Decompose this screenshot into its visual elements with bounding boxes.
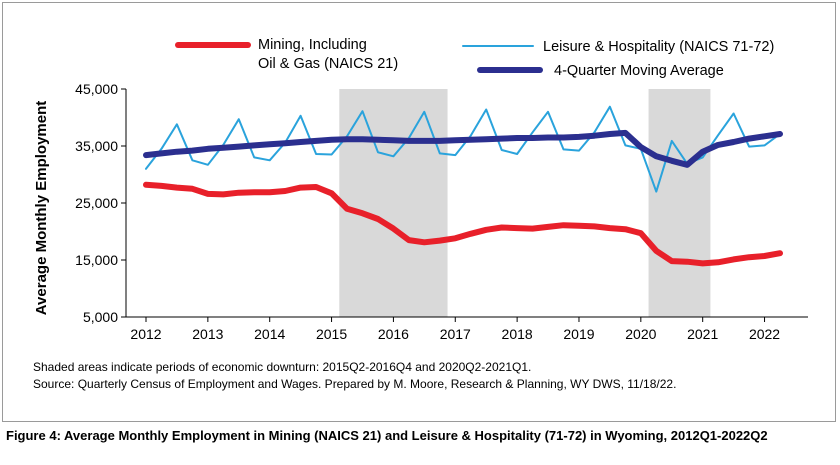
x-tick-label: 2021 bbox=[687, 326, 718, 342]
legend-label-1: Mining, Including bbox=[258, 37, 367, 53]
shading-note: Shaded areas indicate periods of economi… bbox=[33, 360, 532, 374]
series-line-2 bbox=[145, 105, 781, 193]
legend: Mining, Including Oil & Gas (NAICS 21) Lei… bbox=[175, 37, 774, 79]
y-tick-label: 25,000 bbox=[75, 195, 118, 211]
y-tick-label: 5,000 bbox=[83, 309, 118, 325]
x-tick-label: 2017 bbox=[440, 326, 471, 342]
y-axis-label: Average Monthly Employment bbox=[33, 101, 50, 315]
y-tick-label: 45,000 bbox=[75, 81, 118, 97]
x-tick-label: 2016 bbox=[378, 326, 409, 342]
y-tick-label: 15,000 bbox=[75, 252, 118, 268]
y-tick-label: 35,000 bbox=[75, 138, 118, 154]
legend-label-2: Leisure & Hospitality (NAICS 71-72) bbox=[543, 39, 774, 55]
legend-label-3: 4-Quarter Moving Average bbox=[554, 63, 724, 79]
figure-frame: 5,000 15,000 25,000 35,000 45,000 2012 2013 20… bbox=[2, 2, 836, 422]
downturn-shading bbox=[339, 89, 711, 317]
legend-label-1: Oil & Gas (NAICS 21) bbox=[258, 56, 398, 72]
x-tick-label: 2012 bbox=[130, 326, 161, 342]
x-tick-label: 2020 bbox=[625, 326, 656, 342]
source-note: Source: Quarterly Census of Employment a… bbox=[33, 377, 677, 391]
series-line-3 bbox=[143, 129, 783, 168]
x-tick-label: 2019 bbox=[563, 326, 594, 342]
series-lines bbox=[143, 105, 783, 267]
x-tick-label: 2015 bbox=[316, 326, 347, 342]
x-tick-label: 2014 bbox=[254, 326, 285, 342]
y-axis: 5,000 15,000 25,000 35,000 45,000 bbox=[75, 81, 127, 325]
x-tick-label: 2013 bbox=[192, 326, 223, 342]
downturn-shade-2 bbox=[648, 89, 711, 317]
x-axis: 2012 2013 2014 2015 2016 2017 2018 2019 2020 2021… bbox=[126, 316, 808, 342]
figure-caption: Figure 4: Average Monthly Employment in … bbox=[6, 428, 768, 443]
x-tick-label: 2022 bbox=[749, 326, 780, 342]
x-tick-label: 2018 bbox=[502, 326, 533, 342]
series-line-1 bbox=[143, 181, 783, 267]
